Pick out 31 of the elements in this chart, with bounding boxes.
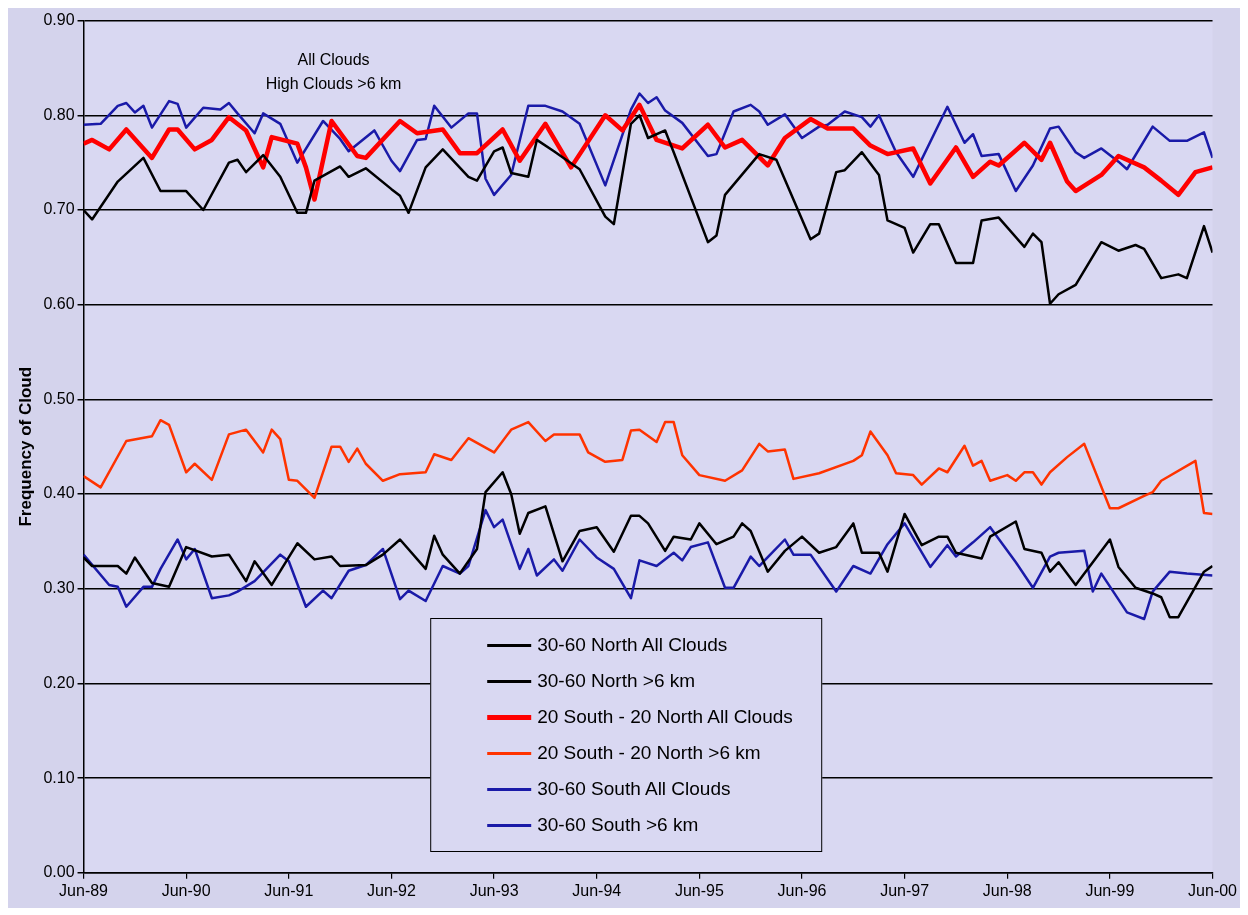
y-tick-label: 0.40 (43, 484, 75, 502)
x-tick-label: Jun-00 (1188, 881, 1238, 899)
y-tick-label: 0.70 (43, 200, 75, 218)
y-axis-title: Frequency of Cloud (15, 366, 35, 527)
x-tick-label: Jun-95 (674, 881, 724, 899)
legend-label: 20 South - 20 North >6 km (537, 742, 761, 764)
legend-label: 30-60 South >6 km (537, 814, 699, 836)
x-tick-label: Jun-93 (469, 881, 519, 899)
y-tick-label: 0.20 (43, 673, 75, 691)
y-tick-label: 0.80 (43, 105, 75, 123)
x-tick-label: Jun-97 (880, 881, 930, 899)
y-tick-label: 0.00 (43, 863, 75, 881)
x-tick-label: Jun-94 (572, 881, 622, 899)
legend-label: 30-60 South All Clouds (537, 778, 731, 800)
x-tick-label: Jun-91 (264, 881, 314, 899)
y-tick-label: 0.60 (43, 295, 75, 313)
annotation: High Clouds >6 km (265, 75, 402, 93)
legend-label: 20 South - 20 North All Clouds (537, 706, 793, 728)
x-tick-label: Jun-89 (59, 881, 109, 899)
x-tick-label: Jun-92 (366, 881, 417, 899)
legend-label: 30-60 North All Clouds (537, 634, 728, 656)
y-tick-label: 0.50 (43, 389, 75, 407)
x-tick-label: Jun-96 (777, 881, 827, 899)
annotation: All Clouds (297, 51, 370, 69)
x-tick-label: Jun-90 (161, 881, 211, 899)
x-tick-label: Jun-99 (1085, 881, 1135, 899)
y-tick-label: 0.90 (43, 11, 75, 29)
y-tick-label: 0.30 (43, 579, 75, 597)
legend-label: 30-60 North >6 km (537, 670, 696, 692)
y-tick-label: 0.10 (43, 768, 75, 786)
x-tick-label: Jun-98 (982, 881, 1032, 899)
